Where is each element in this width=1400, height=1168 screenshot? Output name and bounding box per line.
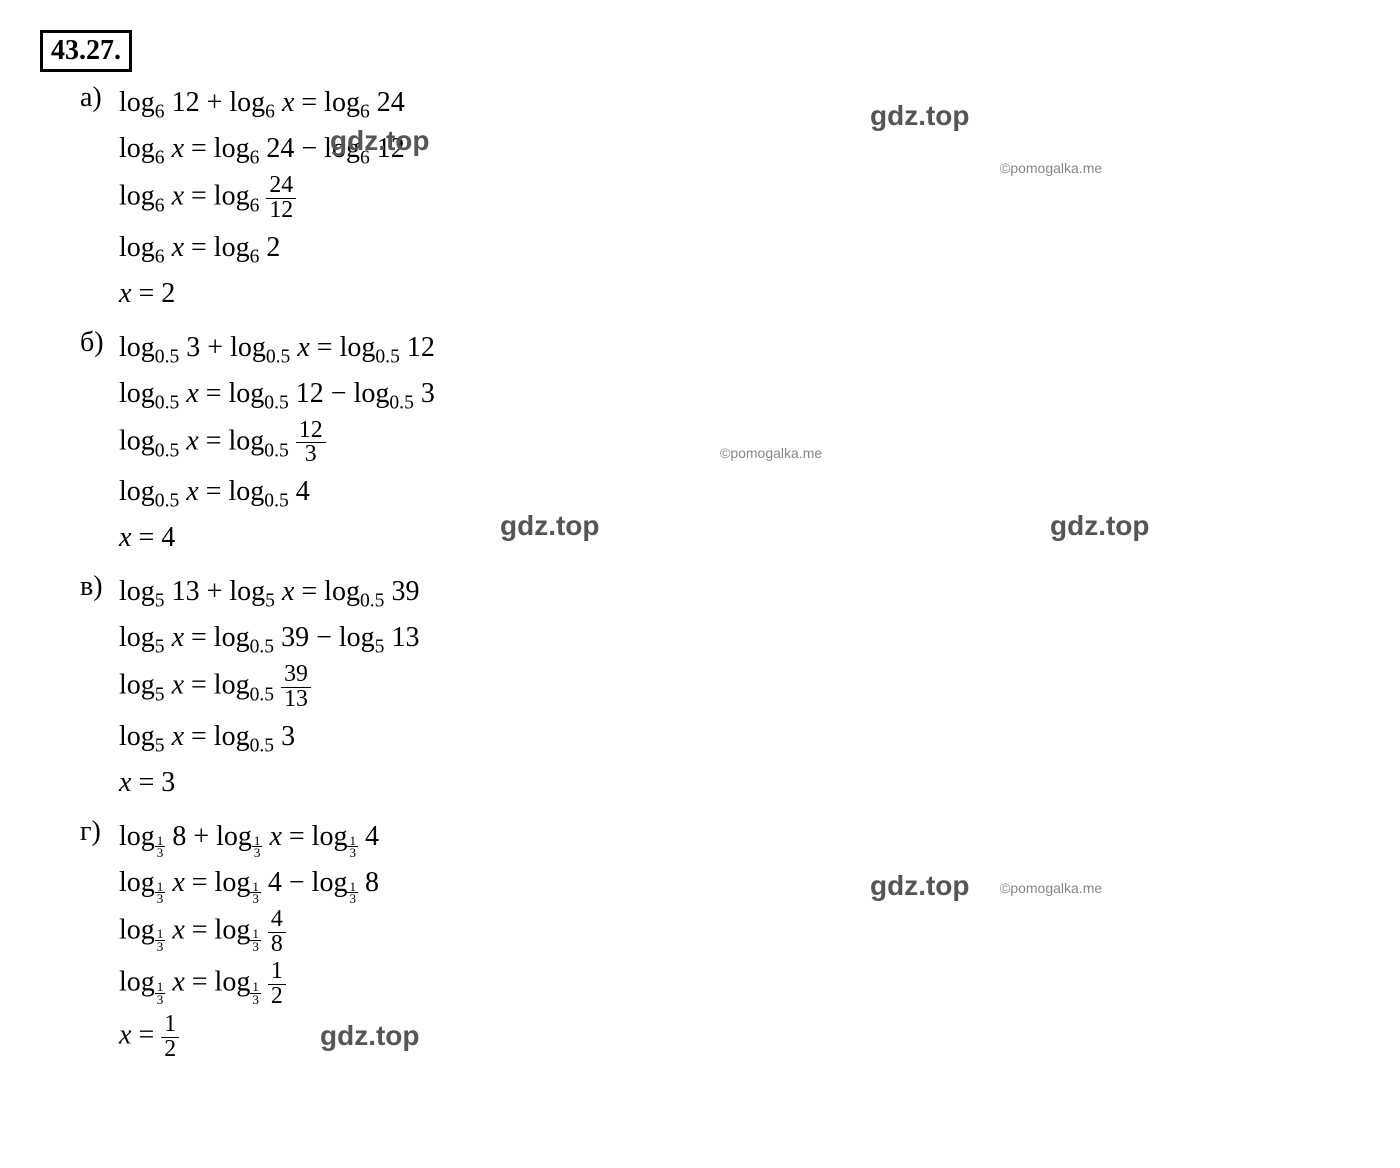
eq-b-3: log0.5 x = log0.5 123 xyxy=(119,419,435,468)
eq-d-1: log13 8 + log13 x = log13 4 xyxy=(119,816,379,858)
eq-a-3: log6 x = log6 2412 xyxy=(119,174,405,223)
eq-d-2: log13 x = log13 4 − log13 8 xyxy=(119,862,379,904)
eq-a-5: x = 2 xyxy=(119,273,405,315)
eq-a-2: log6 x = log6 24 − log6 12 xyxy=(119,128,405,170)
eq-c-3: log5 x = log0.5 3913 xyxy=(119,663,419,712)
part-a: а) log6 12 + log6 x = log6 24 log6 x = l… xyxy=(80,82,1360,319)
content-container: а) log6 12 + log6 x = log6 24 log6 x = l… xyxy=(80,82,1360,1066)
eq-b-5: x = 4 xyxy=(119,517,435,559)
eq-a-1: log6 12 + log6 x = log6 24 xyxy=(119,82,405,124)
eq-c-4: log5 x = log0.5 3 xyxy=(119,716,419,758)
part-b: б) log0.5 3 + log0.5 x = log0.5 12 log0.… xyxy=(80,327,1360,564)
part-b-equations: log0.5 3 + log0.5 x = log0.5 12 log0.5 x… xyxy=(119,327,435,564)
part-c: в) log5 13 + log5 x = log0.5 39 log5 x =… xyxy=(80,571,1360,808)
part-a-equations: log6 12 + log6 x = log6 24 log6 x = log6… xyxy=(119,82,405,319)
eq-d-5: x = 12 xyxy=(119,1013,379,1062)
eq-b-1: log0.5 3 + log0.5 x = log0.5 12 xyxy=(119,327,435,369)
problem-number-box: 43.27. xyxy=(40,30,132,72)
part-c-label: в) xyxy=(80,571,115,603)
part-a-label: а) xyxy=(80,82,115,114)
part-d-label: г) xyxy=(80,816,115,848)
eq-a-4: log6 x = log6 2 xyxy=(119,227,405,269)
part-b-label: б) xyxy=(80,327,115,359)
eq-c-1: log5 13 + log5 x = log0.5 39 xyxy=(119,571,419,613)
eq-b-2: log0.5 x = log0.5 12 − log0.5 3 xyxy=(119,373,435,415)
eq-d-4: log13 x = log13 12 xyxy=(119,960,379,1009)
eq-c-5: x = 3 xyxy=(119,762,419,804)
eq-b-4: log0.5 x = log0.5 4 xyxy=(119,471,435,513)
part-d: г) log13 8 + log13 x = log13 4 log13 x =… xyxy=(80,816,1360,1066)
part-d-equations: log13 8 + log13 x = log13 4 log13 x = lo… xyxy=(119,816,379,1066)
part-c-equations: log5 13 + log5 x = log0.5 39 log5 x = lo… xyxy=(119,571,419,808)
eq-c-2: log5 x = log0.5 39 − log5 13 xyxy=(119,617,419,659)
eq-d-3: log13 x = log13 48 xyxy=(119,908,379,957)
